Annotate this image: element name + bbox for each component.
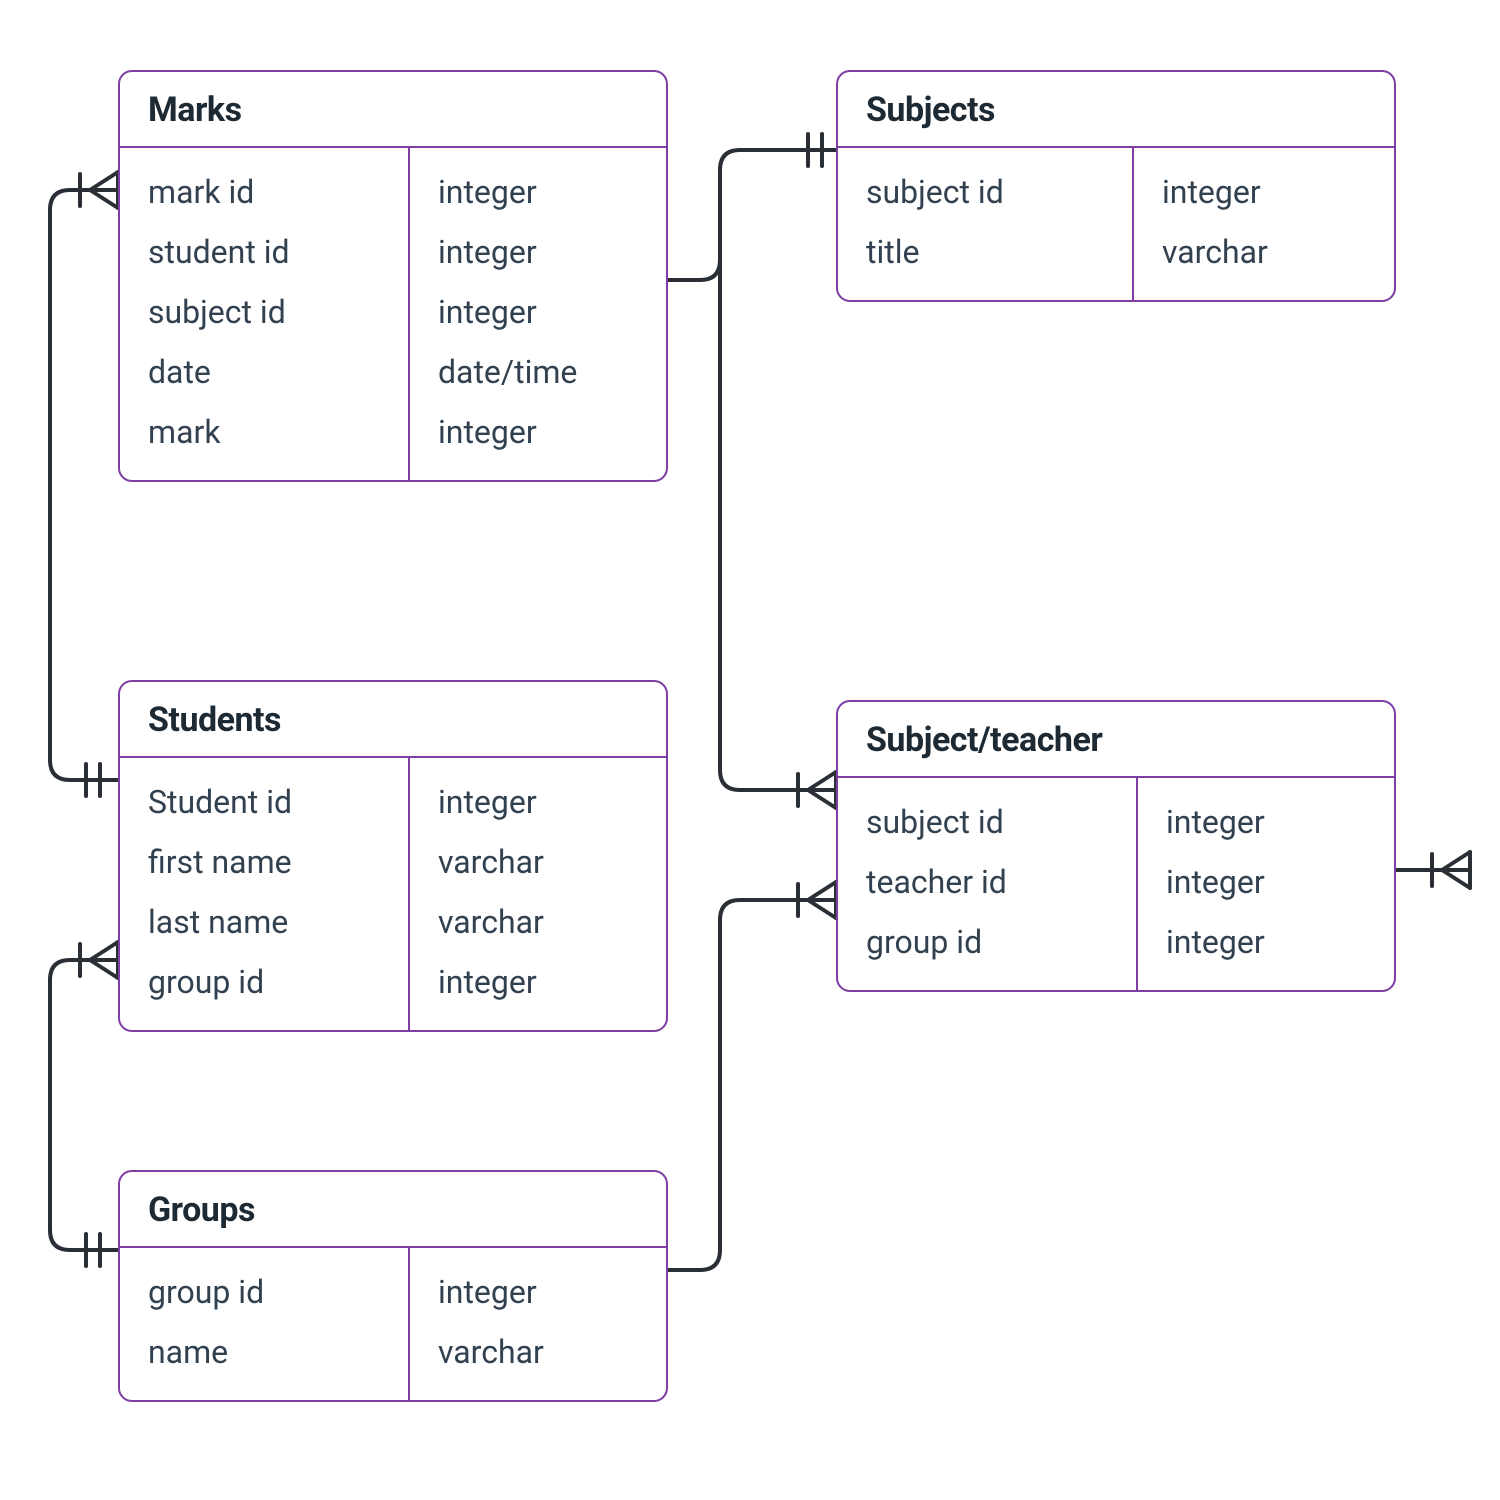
field-name: group id <box>144 1262 384 1322</box>
entity-title: Marks <box>120 72 666 148</box>
field-name: title <box>862 222 1108 282</box>
field-type: integer <box>1158 162 1370 222</box>
field-type: integer <box>434 222 642 282</box>
field-types-column: integervarchar <box>1134 148 1394 300</box>
entity-groups: Groupsgroup idnameintegervarchar <box>118 1170 668 1402</box>
field-type: integer <box>434 402 642 462</box>
field-name: date <box>144 342 384 402</box>
field-names-column: subject idtitle <box>838 148 1134 300</box>
field-types-column: integervarcharvarcharinteger <box>410 758 666 1030</box>
field-types-column: integervarchar <box>410 1248 666 1400</box>
field-name: student id <box>144 222 384 282</box>
entity-marks: Marksmark idstudent idsubject iddatemark… <box>118 70 668 482</box>
field-type: integer <box>434 772 642 832</box>
field-type: integer <box>1162 852 1370 912</box>
entity-students: StudentsStudent idfirst namelast namegro… <box>118 680 668 1032</box>
field-names-column: subject idteacher idgroup id <box>838 778 1138 990</box>
field-type: varchar <box>434 1322 642 1382</box>
field-type: varchar <box>1158 222 1370 282</box>
field-name: last name <box>144 892 384 952</box>
field-types-column: integerintegerintegerdate/timeinteger <box>410 148 666 480</box>
field-name: teacher id <box>862 852 1112 912</box>
entity-title: Subject/teacher <box>838 702 1394 778</box>
field-names-column: group idname <box>120 1248 410 1400</box>
entity-title: Subjects <box>838 72 1394 148</box>
entity-body: subject idtitleintegervarchar <box>838 148 1394 300</box>
field-type: integer <box>434 162 642 222</box>
entity-title: Students <box>120 682 666 758</box>
field-type: integer <box>1162 912 1370 972</box>
field-type: integer <box>1162 792 1370 852</box>
entity-body: subject idteacher idgroup idintegerinteg… <box>838 778 1394 990</box>
field-type: varchar <box>434 892 642 952</box>
field-names-column: mark idstudent idsubject iddatemark <box>120 148 410 480</box>
field-name: group id <box>862 912 1112 972</box>
field-name: Student id <box>144 772 384 832</box>
entity-body: Student idfirst namelast namegroup idint… <box>120 758 666 1030</box>
entity-subjects: Subjectssubject idtitleintegervarchar <box>836 70 1396 302</box>
entity-body: mark idstudent idsubject iddatemarkinteg… <box>120 148 666 480</box>
field-name: subject id <box>144 282 384 342</box>
field-name: first name <box>144 832 384 892</box>
field-type: integer <box>434 282 642 342</box>
entity-subject_teacher: Subject/teachersubject idteacher idgroup… <box>836 700 1396 992</box>
entity-title: Groups <box>120 1172 666 1248</box>
field-names-column: Student idfirst namelast namegroup id <box>120 758 410 1030</box>
er-diagram: Marksmark idstudent idsubject iddatemark… <box>0 0 1500 1500</box>
field-type: date/time <box>434 342 642 402</box>
entity-body: group idnameintegervarchar <box>120 1248 666 1400</box>
field-name: subject id <box>862 162 1108 222</box>
field-type: integer <box>434 952 642 1012</box>
field-types-column: integerintegerinteger <box>1138 778 1394 990</box>
field-name: mark <box>144 402 384 462</box>
field-name: group id <box>144 952 384 1012</box>
field-type: integer <box>434 1262 642 1322</box>
field-type: varchar <box>434 832 642 892</box>
field-name: name <box>144 1322 384 1382</box>
field-name: mark id <box>144 162 384 222</box>
field-name: subject id <box>862 792 1112 852</box>
